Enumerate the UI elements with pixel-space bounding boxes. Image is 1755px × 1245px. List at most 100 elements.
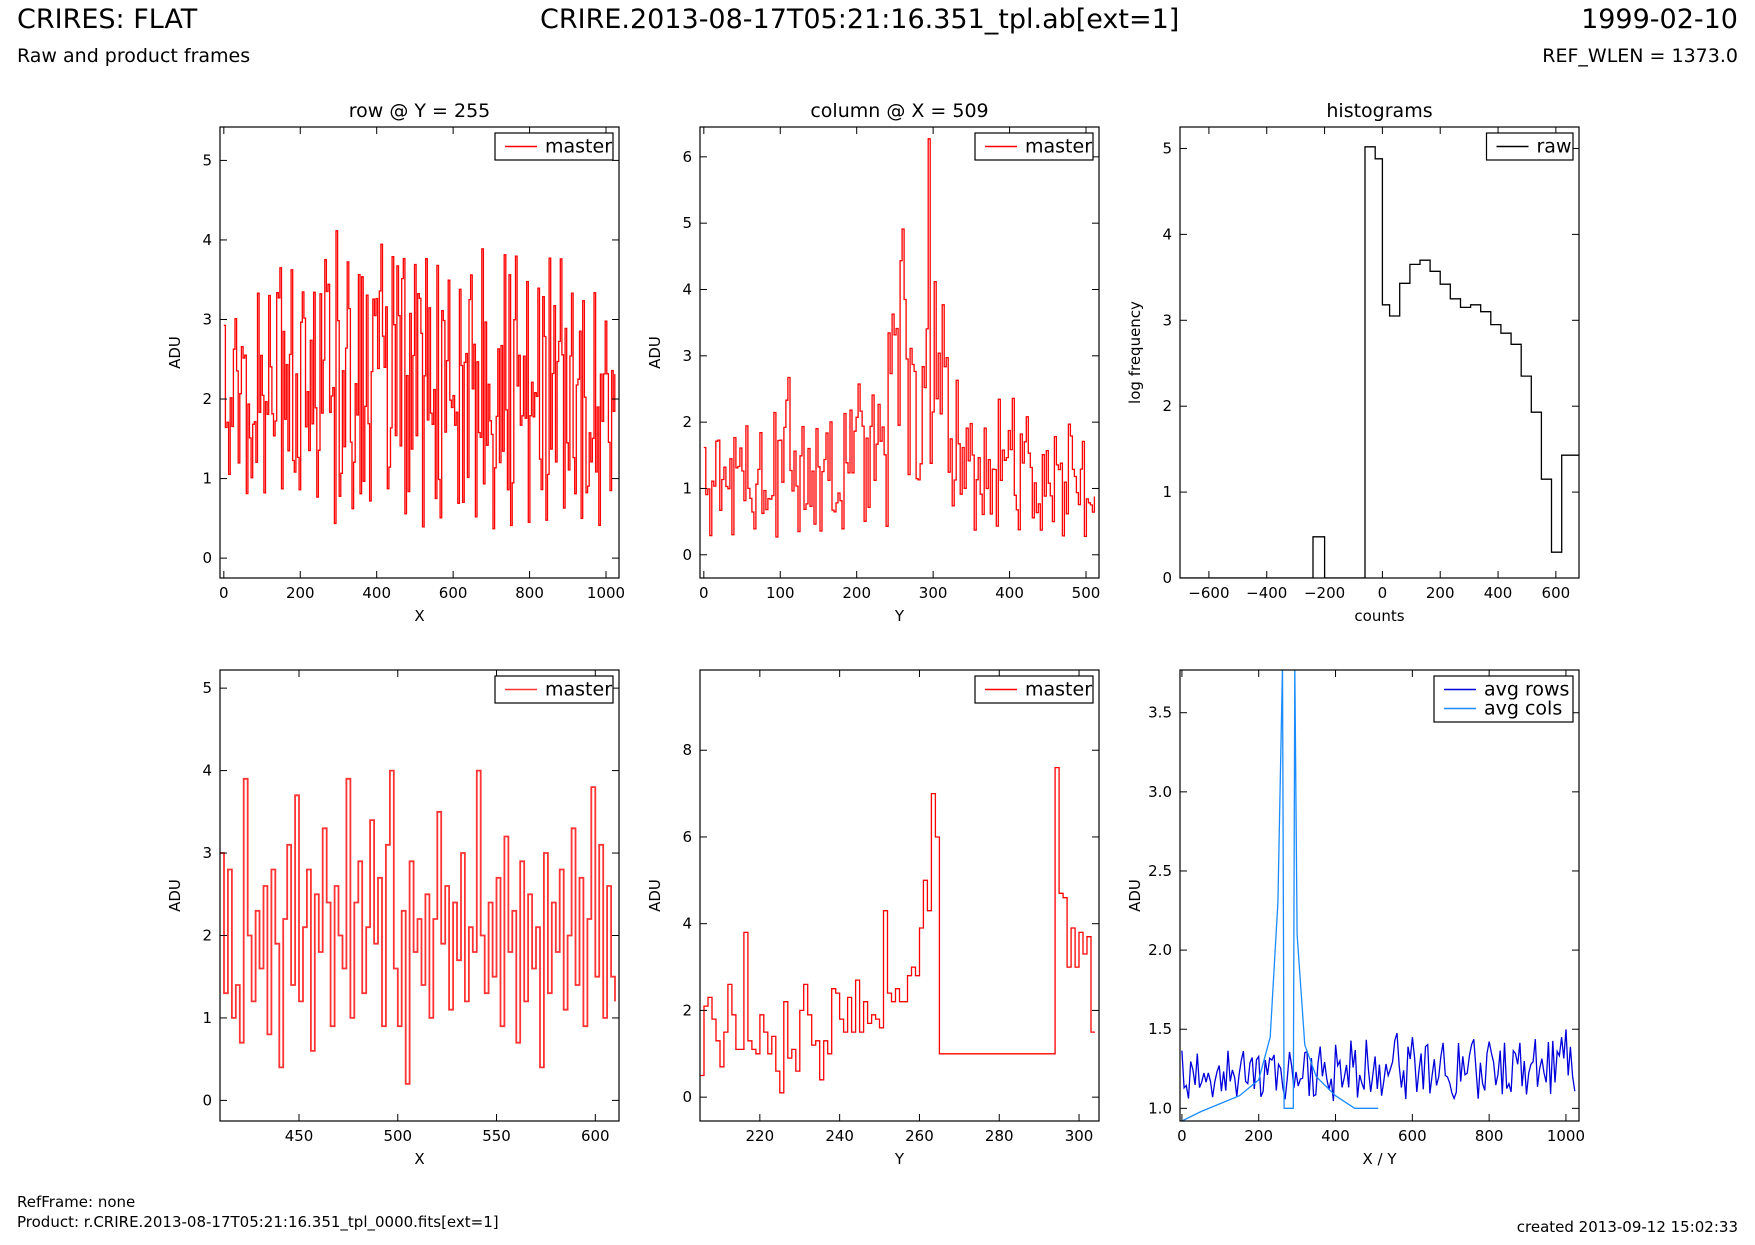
x-tick-label: 450 — [285, 1127, 314, 1145]
x-tick-label: 0 — [219, 584, 229, 602]
x-tick-label: 200 — [286, 584, 315, 602]
y-tick-label: 2 — [682, 413, 692, 431]
legend: master — [974, 675, 1094, 704]
y-tick-label: 6 — [682, 148, 692, 166]
x-tick-label: 200 — [842, 584, 871, 602]
x-tick-label: 280 — [985, 1127, 1014, 1145]
y-tick-label: 0 — [1162, 569, 1172, 587]
legend: master — [974, 132, 1094, 161]
series-line-master — [700, 766, 1095, 1094]
plot-area — [1181, 670, 1576, 1121]
x-axis-label: X / Y — [1362, 1150, 1397, 1168]
chart-title: histograms — [1326, 100, 1432, 122]
y-tick-label: 2 — [682, 1001, 692, 1019]
legend: raw — [1485, 132, 1574, 161]
chart-panel-col_zoom: 220 240 260 280 300 0 2 4 6 8 Y ADU master — [646, 669, 1100, 1168]
plot-area — [700, 766, 1095, 1094]
y-tick-label: 5 — [202, 151, 212, 169]
series-line-avg-rows — [1181, 1029, 1576, 1102]
chart-title: row @ Y = 255 — [349, 100, 491, 122]
chart-panel-row_zoom: 450 500 550 600 0 1 2 3 4 5 X ADU master — [166, 669, 620, 1168]
y-tick-label: 1.0 — [1148, 1099, 1172, 1117]
series-line-raw — [1180, 146, 1579, 578]
legend-label: master — [1025, 136, 1092, 158]
x-tick-label: −400 — [1246, 584, 1287, 602]
axes-frame — [699, 126, 1100, 579]
axes-frame — [699, 669, 1100, 1122]
y-tick-label: 2 — [202, 390, 212, 408]
legend: master — [494, 132, 614, 161]
y-tick-label: 4 — [682, 915, 692, 933]
x-tick-label: 100 — [766, 584, 795, 602]
y-tick-label: 3 — [202, 310, 212, 328]
x-tick-label: 600 — [439, 584, 468, 602]
x-tick-label: 400 — [362, 584, 391, 602]
legend: master — [494, 675, 614, 704]
legend-label: avg rows — [1484, 679, 1569, 701]
plot-area — [1180, 146, 1579, 578]
date-label: 1999-02-10 — [1581, 4, 1738, 35]
chart-panel-histogram: −600 −400 −200 0 200 400 600 0 1 2 3 4 5 histograms co… — [1126, 100, 1580, 625]
x-tick-label: 400 — [1484, 584, 1513, 602]
y-axis-label: ADU — [166, 336, 184, 369]
x-axis-label: Y — [894, 1150, 905, 1168]
y-axis-label: log frequency — [1126, 301, 1144, 404]
y-tick-label: 8 — [682, 741, 692, 759]
y-tick-label: 4 — [682, 280, 692, 298]
legend-label: master — [545, 136, 612, 158]
y-tick-label: 2.5 — [1148, 862, 1172, 880]
y-tick-label: 1 — [1162, 483, 1172, 501]
x-tick-label: 200 — [1426, 584, 1455, 602]
y-tick-label: 4 — [202, 762, 212, 780]
x-tick-label: 600 — [1542, 584, 1571, 602]
y-tick-label: 2 — [1162, 397, 1172, 415]
chart-panel-row_full: 0 200 400 600 800 1000 0 1 2 3 4 5 row @ Y = 255 X ADU… — [166, 100, 625, 625]
y-tick-label: 6 — [682, 828, 692, 846]
series-line-master — [703, 138, 1096, 538]
y-tick-label: 0 — [202, 1091, 212, 1109]
y-tick-label: 1 — [202, 1009, 212, 1027]
legend-label: raw — [1537, 136, 1572, 158]
y-tick-label: 3 — [1162, 311, 1172, 329]
file-title: CRIRE.2013-08-17T05:21:16.351_tpl.ab[ext… — [540, 4, 1180, 35]
y-axis-label: ADU — [646, 336, 664, 369]
x-tick-label: 400 — [995, 584, 1024, 602]
y-tick-label: 3 — [682, 347, 692, 365]
y-tick-label: 3 — [202, 844, 212, 862]
figure-title: CRIRES: FLAT — [17, 4, 198, 35]
plot-area — [220, 769, 616, 1085]
y-tick-label: 0 — [682, 546, 692, 564]
x-tick-label: 400 — [1321, 1127, 1350, 1145]
x-tick-label: 1000 — [587, 584, 625, 602]
ref-wlen-label: REF_WLEN = 1373.0 — [1542, 45, 1738, 67]
x-axis-label: Y — [894, 607, 905, 625]
y-tick-label: 1 — [202, 470, 212, 488]
y-axis-label: ADU — [1126, 879, 1144, 912]
series-line-avg-cols — [1181, 670, 1379, 1121]
figure-subtitle: Raw and product frames — [17, 45, 251, 67]
x-tick-label: 0 — [1177, 1127, 1187, 1145]
legend-label: master — [545, 679, 612, 701]
chart-title: column @ X = 509 — [810, 100, 988, 122]
y-axis-label: ADU — [646, 879, 664, 912]
y-tick-label: 3.5 — [1148, 704, 1172, 722]
x-tick-label: 260 — [905, 1127, 934, 1145]
y-tick-label: 3.0 — [1148, 783, 1172, 801]
x-tick-label: 240 — [825, 1127, 854, 1145]
x-tick-label: 0 — [1378, 584, 1388, 602]
y-tick-label: 5 — [202, 679, 212, 697]
y-tick-label: 2 — [202, 926, 212, 944]
x-axis-label: X — [414, 1150, 424, 1168]
y-tick-label: 4 — [1162, 225, 1172, 243]
y-tick-label: 2.0 — [1148, 941, 1172, 959]
x-tick-label: 550 — [482, 1127, 511, 1145]
chart-panel-col_full: 0 100 200 300 400 500 0 1 2 3 4 5 6 column @ X = 509 Y… — [646, 100, 1100, 625]
x-tick-label: 200 — [1244, 1127, 1273, 1145]
y-tick-label: 1 — [682, 479, 692, 497]
x-tick-label: 800 — [1475, 1127, 1504, 1145]
axes-frame — [1179, 126, 1580, 579]
axes-frame — [219, 669, 620, 1122]
legend-label: avg cols — [1484, 698, 1562, 720]
plot-area — [703, 138, 1096, 538]
